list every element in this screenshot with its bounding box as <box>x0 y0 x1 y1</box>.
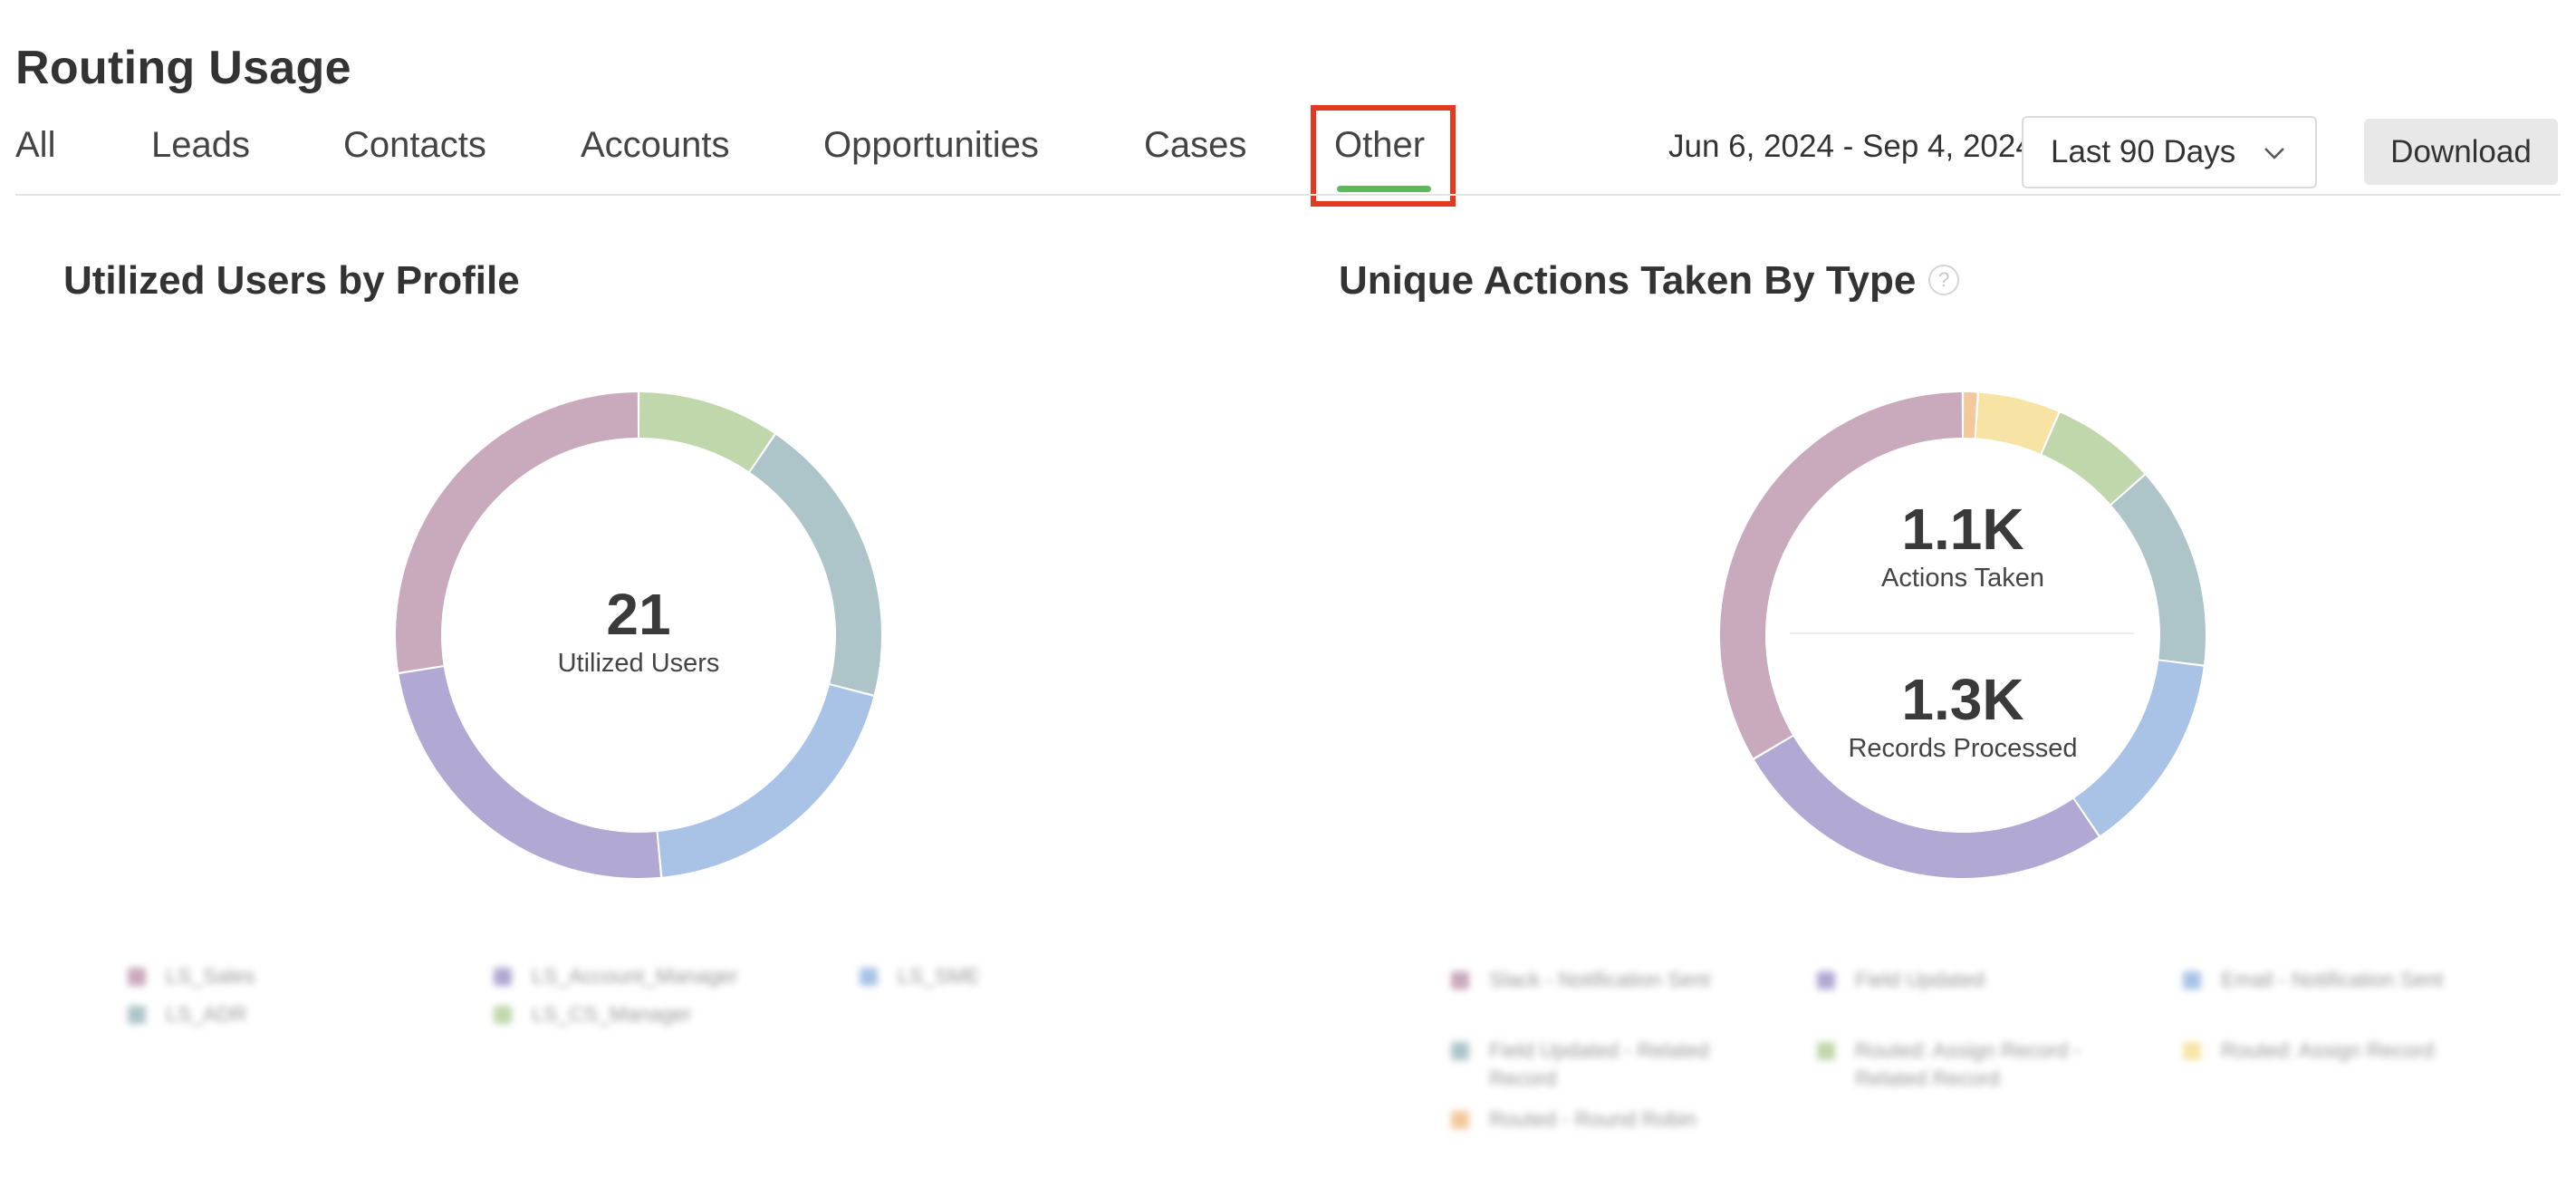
date-range-select[interactable]: Last 90 Days <box>2022 116 2317 188</box>
center-stat-divider <box>1790 632 2134 634</box>
legend-label: Routed: Assign Record <box>2221 1038 2435 1062</box>
legend-item[interactable]: LS_ADR <box>128 1000 409 1028</box>
donut-slice-ls-cs-manager[interactable] <box>639 392 774 472</box>
donut-slice-routed-assign-record[interactable] <box>1975 392 2059 454</box>
legend-label: Routed - Round Robin <box>1489 1107 1697 1131</box>
legend-swatch <box>860 968 878 986</box>
records-processed-label: Records Processed <box>1848 734 2078 763</box>
tab-leads[interactable]: Leads <box>151 125 250 165</box>
actions-taken-stat: 1.1K Actions Taken <box>1827 500 2099 594</box>
actions-by-type-donut <box>1720 392 2206 878</box>
users-legend: LS_Sales LS_Account_Manager LS_SME LS_AD… <box>128 962 1033 1035</box>
legend-label: LS_CS_Manager <box>532 1002 692 1026</box>
records-processed-value: 1.3K <box>1901 667 2024 732</box>
legend-label: Slack - Notification Sent <box>1489 968 1711 991</box>
actions-taken-label: Actions Taken <box>1880 564 2045 593</box>
donut-slice-ls-account-manager[interactable] <box>399 667 661 878</box>
legend-swatch <box>494 1006 512 1024</box>
date-range-selected-value: Last 90 Days <box>2051 134 2236 169</box>
legend-item[interactable]: Field Updated - Related Record <box>1451 1037 1732 1093</box>
donut-slice-field-updated-related-record[interactable] <box>2111 475 2206 665</box>
legend-swatch <box>494 968 512 986</box>
tab-all[interactable]: All <box>15 125 56 165</box>
date-range-text: Jun 6, 2024 - Sep 4, 2024 <box>1668 129 2033 164</box>
legend-label: Routed: Assign Record - Related Record <box>1855 1038 2081 1090</box>
tab-contacts[interactable]: Contacts <box>343 125 486 165</box>
actions-by-type-title: Unique Actions Taken By Type? <box>1339 258 1960 304</box>
tab-cases[interactable]: Cases <box>1144 125 1247 165</box>
legend-item[interactable]: LS_Account_Manager <box>494 962 774 990</box>
legend-swatch <box>2183 1042 2201 1060</box>
donut-slice-email-notification-sent[interactable] <box>2074 661 2204 835</box>
legend-swatch <box>128 968 146 986</box>
actions-taken-value: 1.1K <box>1901 497 2024 562</box>
tab-opportunities[interactable]: Opportunities <box>823 125 1039 165</box>
legend-item[interactable]: LS_SME <box>860 962 1023 990</box>
download-button[interactable]: Download <box>2364 119 2558 185</box>
tab-accounts[interactable]: Accounts <box>581 125 730 165</box>
legend-item[interactable]: Email - Notification Sent <box>2183 966 2464 994</box>
users-by-profile-title: Utilized Users by Profile <box>63 258 520 303</box>
users-center-stat: 21 Utilized Users <box>503 585 774 679</box>
legend-item[interactable]: Routed: Assign Record <box>2183 1037 2464 1065</box>
utilized-users-value: 21 <box>606 582 671 647</box>
legend-label: LS_Account_Manager <box>532 964 738 988</box>
legend-swatch <box>1817 971 1835 989</box>
donut-slice-routed-assign-record-related-record[interactable] <box>2042 412 2145 505</box>
legend-swatch <box>1451 971 1469 989</box>
active-tab-highlight-box <box>1311 105 1456 207</box>
donut-slice-ls-adr[interactable] <box>750 435 881 695</box>
legend-swatch <box>128 1006 146 1024</box>
legend-label: Field Updated <box>1855 968 1985 991</box>
help-icon[interactable]: ? <box>1928 265 1960 296</box>
donut-slice-field-updated[interactable] <box>1754 736 2099 878</box>
donut-slice-ls-sme[interactable] <box>658 685 874 877</box>
actions-by-type-title-text: Unique Actions Taken By Type <box>1339 258 1917 303</box>
chevron-down-icon <box>2264 148 2284 159</box>
legend-label: Email - Notification Sent <box>2221 968 2444 991</box>
legend-swatch <box>1451 1042 1469 1060</box>
legend-label: Field Updated - Related Record <box>1489 1038 1709 1090</box>
donut-slice-ls-sales[interactable] <box>396 392 639 672</box>
actions-legend: Slack - Notification Sent Field Updated … <box>1451 966 2565 1147</box>
legend-label: LS_Sales <box>166 964 255 988</box>
legend-swatch <box>2183 971 2201 989</box>
legend-item[interactable]: Field Updated <box>1817 966 2098 994</box>
donut-slice-slack-notification-sent[interactable] <box>1720 392 1963 758</box>
legend-item[interactable]: LS_Sales <box>128 962 409 990</box>
legend-item[interactable]: Routed - Round Robin <box>1451 1105 1732 1134</box>
tab-other[interactable]: Other <box>1334 125 1426 165</box>
active-tab-indicator <box>1337 186 1431 192</box>
utilized-users-label: Utilized Users <box>557 649 720 678</box>
legend-swatch <box>1451 1111 1469 1129</box>
legend-swatch <box>1817 1042 1835 1060</box>
legend-label: LS_ADR <box>166 1002 247 1026</box>
legend-label: LS_SME <box>898 964 980 988</box>
legend-item[interactable]: LS_CS_Manager <box>494 1000 774 1028</box>
donut-slice-routed-round-robin[interactable] <box>1963 392 1977 439</box>
users-by-profile-donut <box>396 392 881 878</box>
legend-item[interactable]: Slack - Notification Sent <box>1451 966 1732 994</box>
page-title: Routing Usage <box>15 42 351 94</box>
tabs-divider <box>15 194 2561 196</box>
legend-item[interactable]: Routed: Assign Record - Related Record <box>1817 1037 2098 1093</box>
records-processed-stat: 1.3K Records Processed <box>1827 671 2099 764</box>
